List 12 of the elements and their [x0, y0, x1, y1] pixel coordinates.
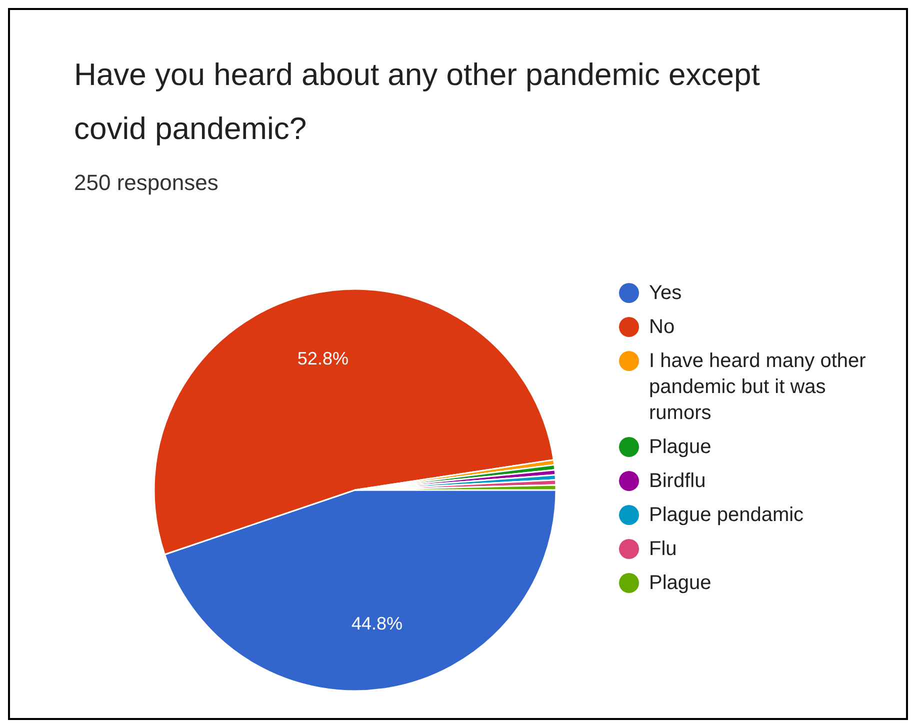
data-label: 52.8% [297, 348, 348, 368]
legend-label: No [649, 315, 675, 340]
legend-label: Birdflu [649, 469, 706, 494]
chart-title: Have you heard about any other pandemic except covid pandemic? [74, 56, 761, 148]
legend-label: Plague [649, 571, 712, 596]
legend-label: Flu [649, 537, 677, 562]
legend-label: Yes [649, 281, 682, 306]
legend-label: Plague [649, 435, 712, 460]
chart-subtitle: 250 responses [74, 170, 218, 196]
data-label: 44.8% [352, 614, 403, 634]
legend-label: I have heard many other pandemic but it was rumors [649, 349, 867, 426]
legend-label: Plague pendamic [649, 503, 804, 528]
